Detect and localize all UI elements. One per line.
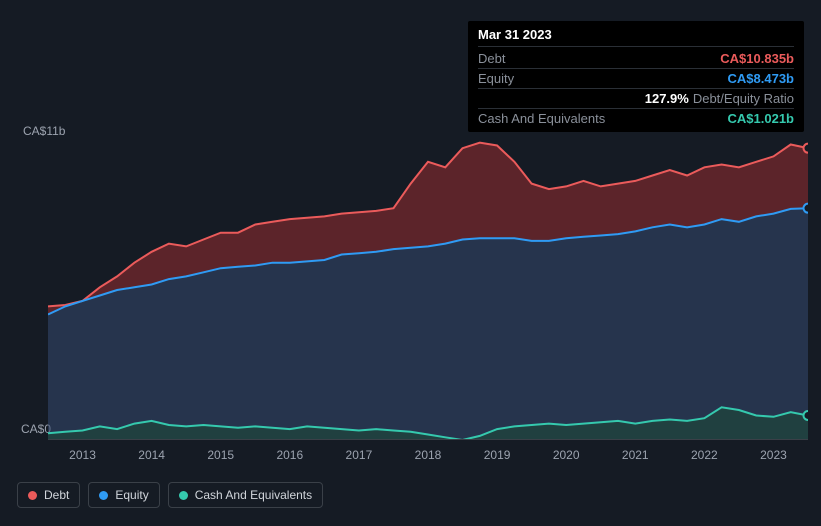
tooltip-row-equity: Equity CA$8.473b	[478, 69, 794, 89]
x-tick-label: 2015	[207, 448, 234, 462]
y-axis-max-label: CA$11b	[23, 124, 65, 138]
tooltip-label: Cash And Equivalents	[478, 111, 605, 126]
legend-label: Debt	[44, 488, 69, 502]
x-tick-label: 2019	[484, 448, 511, 462]
tooltip-label: Equity	[478, 71, 514, 86]
ratio-label: Debt/Equity Ratio	[693, 91, 794, 106]
tooltip-value: CA$8.473b	[728, 71, 794, 86]
x-tick-label: 2016	[276, 448, 303, 462]
tooltip-row-cash: Cash And Equivalents CA$1.021b	[478, 109, 794, 128]
x-tick-label: 2013	[69, 448, 96, 462]
legend: Debt Equity Cash And Equivalents	[17, 482, 323, 508]
legend-label: Equity	[115, 488, 148, 502]
tooltip-row-debt: Debt CA$10.835b	[478, 49, 794, 69]
x-tick-label: 2014	[138, 448, 165, 462]
cash-end-marker	[804, 411, 809, 420]
x-tick-label: 2022	[691, 448, 718, 462]
cash-color-dot	[179, 491, 188, 500]
tooltip-value: 127.9% Debt/Equity Ratio	[645, 91, 794, 106]
legend-label: Cash And Equivalents	[195, 488, 312, 502]
ratio-value: 127.9%	[645, 91, 689, 106]
x-tick-label: 2021	[622, 448, 649, 462]
legend-item-cash[interactable]: Cash And Equivalents	[168, 482, 323, 508]
equity-end-marker	[804, 204, 809, 213]
x-tick-label: 2018	[415, 448, 442, 462]
tooltip-label: Debt	[478, 51, 505, 66]
debt-end-marker	[804, 144, 809, 153]
equity-color-dot	[99, 491, 108, 500]
tooltip-value: CA$10.835b	[720, 51, 794, 66]
x-axis: 2013 2014 2015 2016 2017 2018 2019 2020 2021 2022…	[48, 448, 805, 464]
legend-item-equity[interactable]: Equity	[88, 482, 159, 508]
y-axis-min-label: CA$0	[21, 422, 51, 436]
area-chart[interactable]	[48, 140, 808, 440]
x-tick-label: 2023	[760, 448, 787, 462]
x-tick-label: 2017	[346, 448, 373, 462]
tooltip-value: CA$1.021b	[728, 111, 794, 126]
tooltip-row-ratio: 127.9% Debt/Equity Ratio	[478, 89, 794, 109]
chart-tooltip: Mar 31 2023 Debt CA$10.835b Equity CA$8.…	[468, 21, 804, 132]
debt-color-dot	[28, 491, 37, 500]
legend-item-debt[interactable]: Debt	[17, 482, 80, 508]
tooltip-date: Mar 31 2023	[478, 27, 794, 47]
x-tick-label: 2020	[553, 448, 580, 462]
chart-svg	[48, 140, 808, 440]
